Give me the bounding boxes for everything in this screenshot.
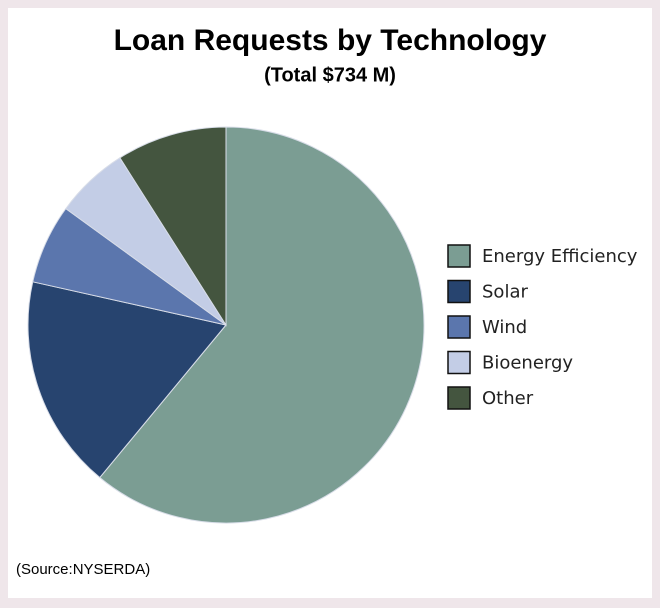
pie-slice — [99, 126, 425, 524]
legend-swatch — [447, 315, 471, 339]
legend-swatch — [447, 279, 471, 304]
source-note: (Source:NYSERDA) — [16, 561, 150, 578]
legend-swatch — [447, 386, 471, 410]
legend-label: Other — [482, 388, 534, 409]
legend-label: Solar — [482, 282, 528, 303]
legend-swatch — [447, 244, 471, 268]
chart-title: Loan Requests by Technology — [114, 24, 547, 57]
legend-label: Wind — [482, 317, 527, 338]
pie-slice — [119, 126, 227, 327]
legend-label: Energy Efficiency — [482, 246, 638, 267]
legend-label: Bioenergy — [482, 353, 573, 374]
legend-swatch — [447, 350, 471, 375]
chart-subtitle: (Total $734 M) — [264, 64, 396, 86]
pie-slice — [27, 281, 227, 479]
